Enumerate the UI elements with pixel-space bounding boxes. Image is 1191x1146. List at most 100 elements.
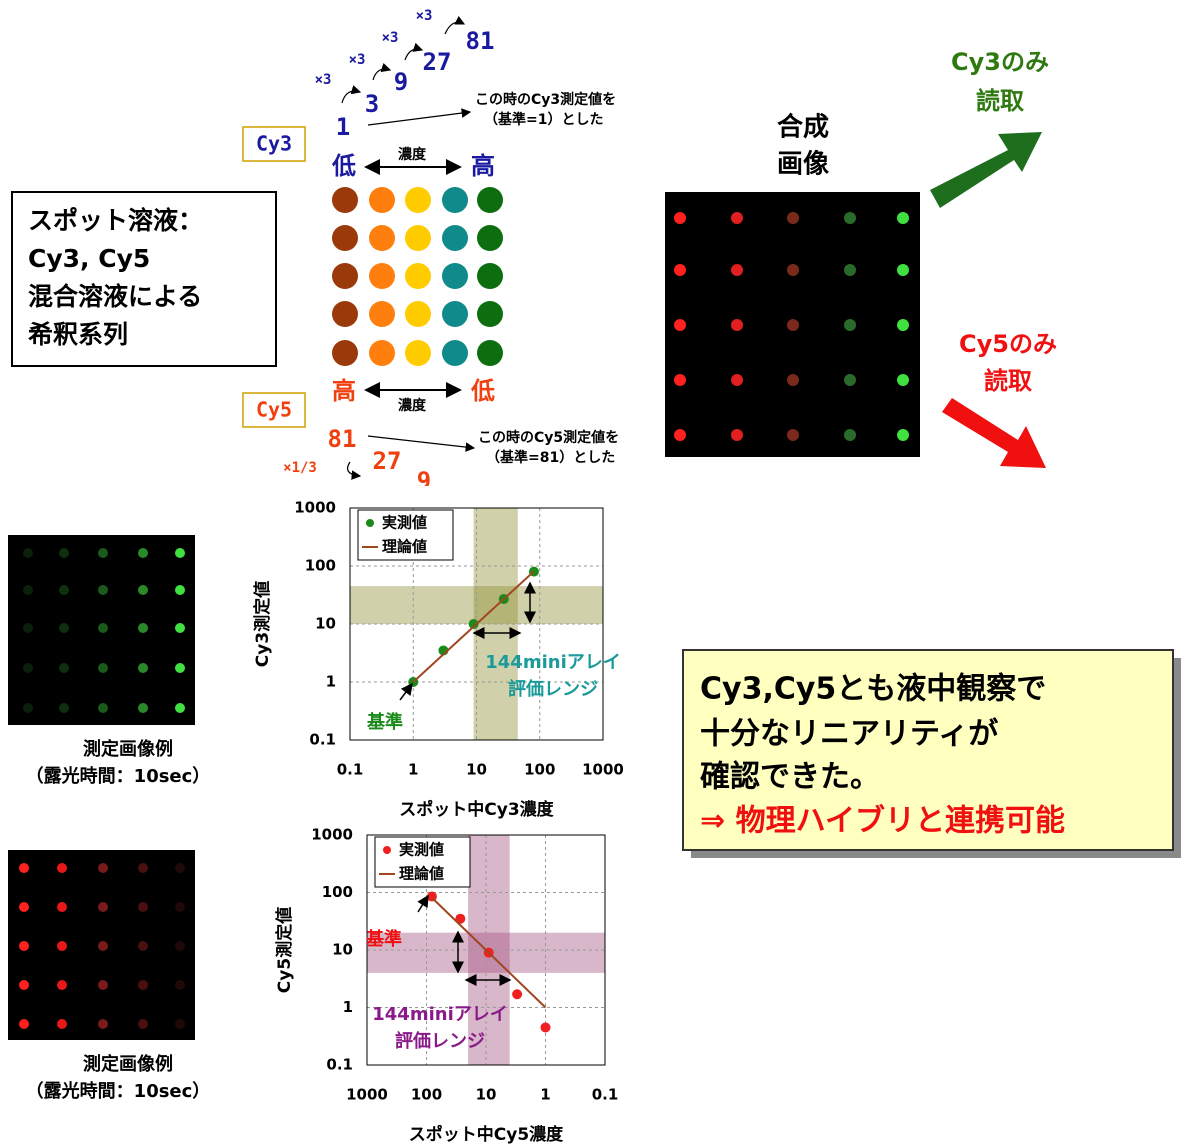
content: Cy3 1 3 9 27 81 ×3 ×3 ×3 ×3 この時のCy3測定値を …	[8, 8, 1181, 1102]
low: 低	[331, 152, 356, 180]
annotation-arrow	[417, 894, 429, 913]
spot	[731, 212, 743, 224]
spot	[844, 212, 856, 224]
spot	[405, 263, 431, 289]
spot	[405, 187, 431, 213]
legend-label: 理論値	[382, 538, 427, 556]
annotation-arrow	[399, 682, 413, 701]
spot	[175, 902, 185, 912]
spot	[369, 225, 395, 251]
cy3-value: 1	[336, 113, 350, 141]
point	[455, 913, 466, 924]
spot	[175, 703, 185, 713]
caption: （露光時間：10sec）	[26, 765, 211, 787]
point	[540, 1022, 551, 1033]
caption: （露光時間：10sec）	[26, 1080, 211, 1102]
spot	[332, 340, 358, 366]
spot	[844, 429, 856, 441]
spot	[138, 941, 148, 951]
cy3-value: 9	[394, 68, 408, 96]
spot	[23, 585, 33, 595]
spot	[138, 980, 148, 990]
line	[431, 897, 547, 1009]
spot	[731, 319, 743, 331]
spot	[477, 225, 503, 251]
x-axis-label: スポット中Cy3濃度	[399, 799, 554, 820]
conclusion-text: 十分なリニアリティが	[700, 717, 998, 752]
spot	[175, 1019, 185, 1029]
solution-text: 希釈系列	[28, 320, 128, 349]
cy3-value: 81	[466, 27, 495, 55]
spot	[98, 941, 108, 951]
conclusion-box	[682, 649, 1174, 851]
high: 高	[332, 377, 356, 405]
multiplier: ×3	[416, 8, 433, 24]
spot	[23, 703, 33, 713]
spot	[19, 1019, 29, 1029]
spot	[787, 319, 799, 331]
annotation: 基準	[365, 928, 402, 950]
spot	[787, 374, 799, 386]
conclusion-result: ⇒ 物理ハイブリと連携可能	[700, 804, 1065, 839]
spot	[897, 264, 909, 276]
spot	[138, 902, 148, 912]
y-tick-label: 1000	[294, 499, 336, 517]
spot	[98, 585, 108, 595]
spot	[19, 902, 29, 912]
spot	[98, 548, 108, 558]
cy5-box	[242, 392, 306, 428]
note: この時のCy3測定値を	[475, 91, 616, 108]
legend-label: 実測値	[399, 841, 444, 859]
curve-arrows	[341, 15, 466, 104]
spot	[175, 980, 185, 990]
spot	[57, 941, 67, 951]
cy3-box	[242, 126, 306, 162]
spot	[442, 340, 468, 366]
spot	[175, 663, 185, 673]
spot	[332, 187, 358, 213]
y-axis-label: Cy3測定値	[252, 581, 273, 667]
spot	[674, 212, 686, 224]
x-tick-label: 10	[476, 1086, 497, 1104]
spot	[674, 374, 686, 386]
spot	[844, 264, 856, 276]
spot	[138, 623, 148, 633]
spot	[19, 863, 29, 873]
multiplier: ×1/3	[283, 460, 317, 476]
spot	[138, 548, 148, 558]
annotation: 評価レンジ	[395, 1030, 485, 1052]
spot	[787, 212, 799, 224]
cy5-value: 27	[373, 447, 402, 475]
cy5-only: Cy5のみ	[959, 330, 1057, 358]
line	[412, 570, 535, 683]
note: （基準=1）とした	[484, 111, 603, 128]
x-tick-label: 1000	[582, 761, 624, 779]
spot	[175, 623, 185, 633]
point	[512, 989, 523, 1000]
spot-grid	[332, 187, 503, 366]
cy3-value: 27	[423, 48, 452, 76]
spot	[897, 212, 909, 224]
spot	[98, 663, 108, 673]
spot	[369, 187, 395, 213]
spot	[138, 663, 148, 673]
low: 低	[470, 377, 495, 405]
spot	[138, 703, 148, 713]
solution-box	[11, 191, 277, 367]
cy3-only: Cy3のみ	[951, 48, 1049, 76]
spot	[138, 585, 148, 595]
spot	[138, 1019, 148, 1029]
multiplier: ×3	[382, 30, 399, 46]
cy5-arrow	[942, 398, 1046, 468]
curve-arrow	[347, 461, 362, 480]
spot	[59, 663, 69, 673]
x-axis-label: スポット中Cy5濃度	[409, 1124, 564, 1145]
spot	[731, 429, 743, 441]
y-tick-label: 1	[343, 998, 353, 1016]
solution-text: Cy3, Cy5	[28, 244, 150, 273]
x-tick-label: 1	[408, 761, 418, 779]
spot	[19, 941, 29, 951]
annotation: 144miniアレイ	[372, 1004, 507, 1025]
x-tick-label: 10	[466, 761, 487, 779]
